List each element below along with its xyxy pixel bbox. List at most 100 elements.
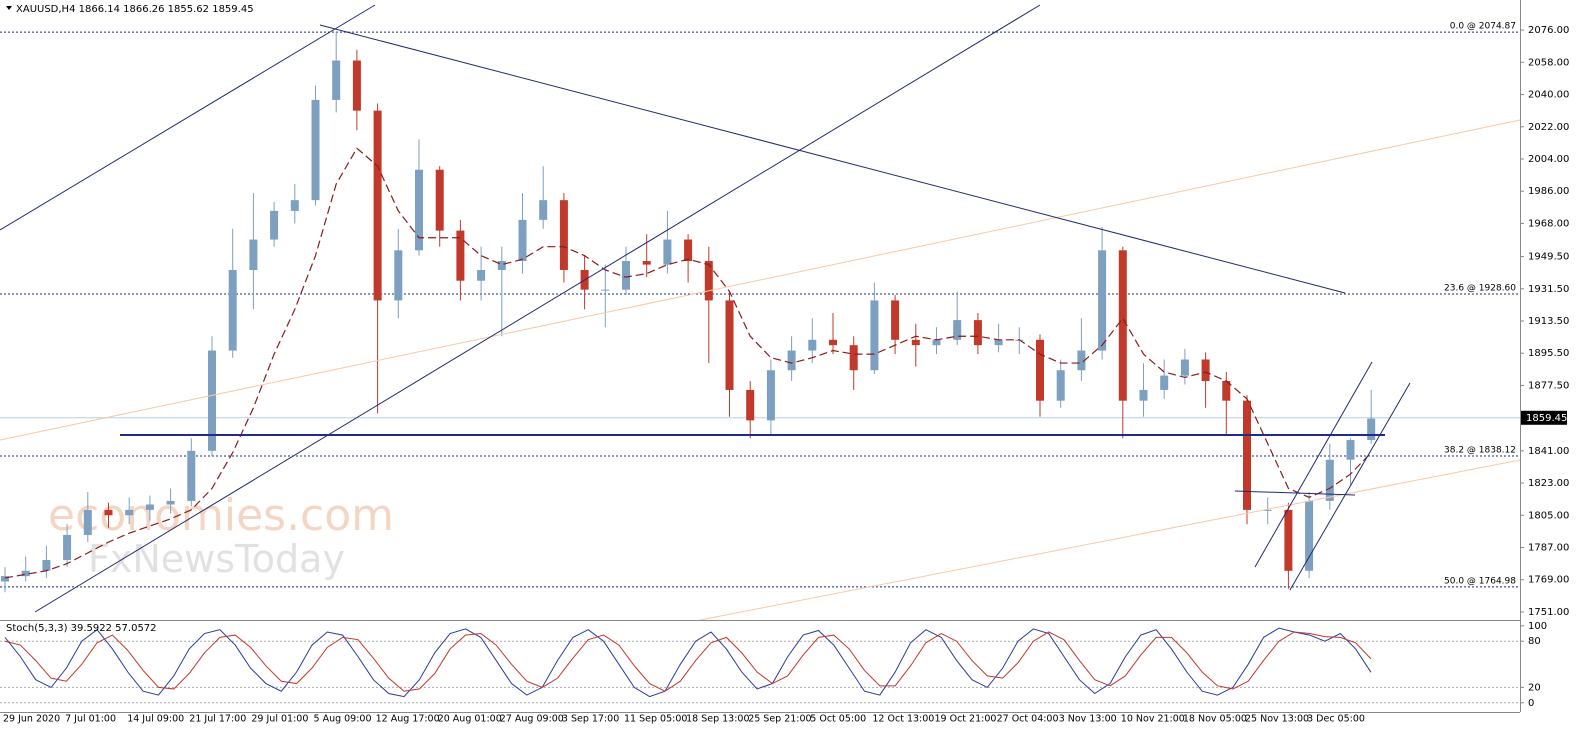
watermark: FxNewsToday <box>88 537 345 581</box>
x-tick-label: 27 Aug 09:00 <box>500 714 564 725</box>
candle-body <box>1160 375 1169 390</box>
trend-line <box>34 4 1041 613</box>
candle-body <box>932 339 941 346</box>
x-tick-label: 7 Jul 01:00 <box>65 714 116 725</box>
candle-body <box>539 200 548 220</box>
candle-body <box>829 339 837 346</box>
candle-body <box>1056 370 1065 401</box>
y-tick-label: 2004.00 <box>1528 154 1569 165</box>
y-tick-label: 2058.00 <box>1528 57 1569 68</box>
y-tick-label: 1931.50 <box>1528 284 1569 295</box>
y-tick-label: 1787.00 <box>1528 542 1569 553</box>
candle-body <box>746 389 755 421</box>
candle-body <box>911 339 920 346</box>
candle-body <box>1 576 9 582</box>
y-tick-label: 1769.00 <box>1528 575 1569 586</box>
candle-body <box>1305 500 1314 571</box>
y-tick-label: 1986.00 <box>1528 186 1569 197</box>
chart-title: XAUUSD,H4 1866.14 1866.26 1855.62 1859.4… <box>16 4 254 15</box>
y-tick-label: 1877.50 <box>1528 380 1569 391</box>
watermark: economies.com <box>48 490 394 541</box>
x-tick-label: 19 Oct 21:00 <box>935 714 997 725</box>
candle-body <box>684 239 693 262</box>
y-tick-label: 2022.00 <box>1528 122 1569 133</box>
y-tick-label: 20 <box>1528 682 1541 693</box>
x-tick-label: 29 Jun 2020 <box>3 714 60 725</box>
y-tick-label: 2076.00 <box>1528 25 1569 36</box>
y-tick-label: 0 <box>1528 698 1534 709</box>
candle-body <box>1243 400 1251 510</box>
fib-label: 50.0 @ 1764.98 <box>1444 576 1516 586</box>
candle-body <box>1077 350 1086 371</box>
trend-line <box>0 4 376 231</box>
fib-label: 38.2 @ 1838.12 <box>1444 445 1516 455</box>
candle-body <box>663 239 672 265</box>
candle-body <box>249 239 258 270</box>
candle-body <box>994 339 1003 346</box>
candle-body <box>601 289 610 291</box>
x-tick-label: 18 Sep 13:00 <box>686 714 749 725</box>
current-price-label: 1859.45 <box>1526 413 1567 424</box>
candle-body <box>725 300 734 390</box>
candle-body <box>704 261 713 301</box>
candle-body <box>1346 440 1355 460</box>
candle-body <box>373 110 382 301</box>
x-tick-label: 3 Sep 17:00 <box>562 714 619 725</box>
candle-body <box>311 99 320 201</box>
trend-line <box>699 459 1521 621</box>
y-tick-label: 1751.00 <box>1528 607 1569 618</box>
candle-body <box>104 509 113 516</box>
x-tick-label: 29 Jul 01:00 <box>251 714 308 725</box>
candle-body <box>42 560 51 571</box>
candle-body <box>808 339 817 351</box>
x-tick-label: 3 Nov 13:00 <box>1059 714 1117 725</box>
indicator-title: Stoch(5,3,3) 39.5922 57.0572 <box>6 623 157 634</box>
candle-body <box>953 320 962 340</box>
x-tick-label: 3 Dec 05:00 <box>1307 714 1365 725</box>
candle-body <box>1222 380 1231 401</box>
candle-body <box>228 269 237 351</box>
fib-label: 23.6 @ 1928.60 <box>1444 283 1516 293</box>
candle-body <box>187 450 196 501</box>
candle-body <box>1098 250 1107 351</box>
neckline <box>1234 490 1356 496</box>
y-tick-label: 1823.00 <box>1528 478 1569 489</box>
candle-body <box>1139 389 1148 401</box>
candle-body <box>352 60 361 111</box>
y-tick-label: 100 <box>1528 621 1547 632</box>
candle-body <box>1118 250 1127 401</box>
x-tick-label: 21 Jul 17:00 <box>189 714 246 725</box>
candle-body <box>166 500 175 505</box>
y-tick-label: 1913.50 <box>1528 316 1569 327</box>
candle-body <box>1325 459 1334 501</box>
collapse-icon <box>6 6 12 10</box>
candle-body <box>518 219 527 262</box>
y-tick-label: 2040.00 <box>1528 90 1569 101</box>
x-tick-label: 18 Nov 05:00 <box>1183 714 1247 725</box>
candle-body <box>477 269 486 281</box>
trend-line <box>319 24 1346 294</box>
fib-label: 0.0 @ 2074.87 <box>1450 22 1516 32</box>
candle-body <box>622 261 630 290</box>
y-tick-label: 80 <box>1528 636 1541 647</box>
x-tick-label: 12 Oct 13:00 <box>872 714 934 725</box>
stoch-line <box>4 627 1372 698</box>
x-tick-label: 10 Nov 21:00 <box>1121 714 1185 725</box>
candle-body <box>456 230 465 281</box>
x-tick-label: 5 Oct 05:00 <box>810 714 866 725</box>
candle-body <box>1036 339 1044 401</box>
candle-body <box>415 169 423 251</box>
candle-body <box>208 350 216 451</box>
candle-body <box>435 169 444 231</box>
candle-body <box>332 60 341 100</box>
candle-body <box>1367 418 1376 441</box>
candle-body <box>1180 359 1189 376</box>
trend-line <box>0 119 1521 441</box>
candle-body <box>21 570 30 577</box>
candle-body <box>270 210 279 240</box>
candle-body <box>394 250 403 301</box>
candle-body <box>63 534 72 561</box>
y-tick-label: 1968.00 <box>1528 218 1569 229</box>
